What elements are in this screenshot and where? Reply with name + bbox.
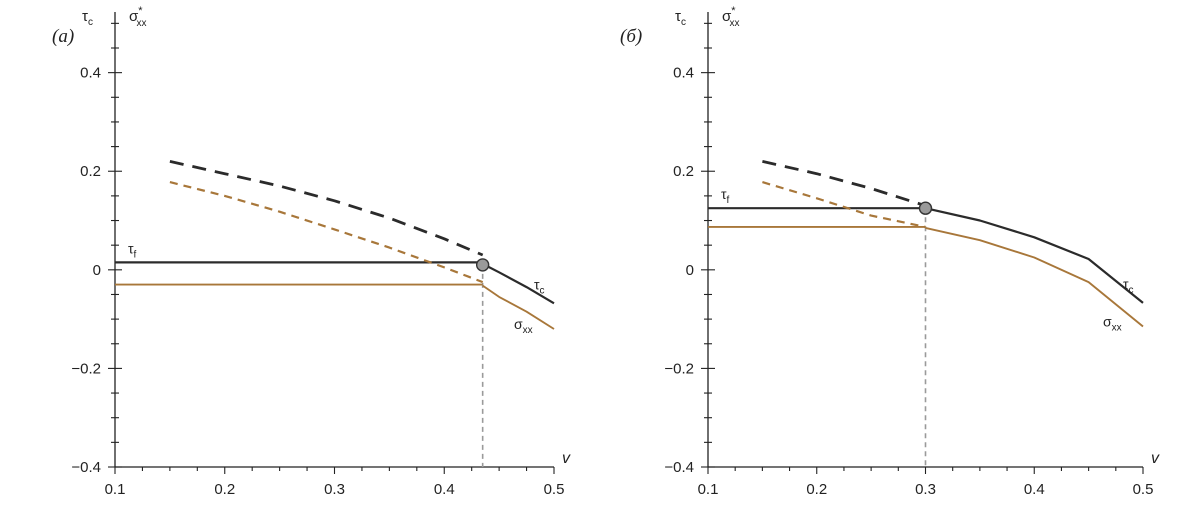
y-axis-title-sigma-sub: xx <box>137 18 147 29</box>
series-tau-dash <box>762 160 926 208</box>
x-tick-label: 0.5 <box>1133 481 1154 498</box>
y-axis-title-sigma: σ* xx <box>129 5 147 29</box>
x-axis-title: v <box>562 450 571 467</box>
x-tick-label: 0.4 <box>434 481 455 498</box>
label-sigma-xx-main: σ <box>514 316 523 332</box>
label-sigma-xx: σxx <box>514 316 533 336</box>
x-tick-label: 0.3 <box>915 481 936 498</box>
series-sigma-dash <box>169 181 484 284</box>
label-tau-c: τc <box>534 276 545 296</box>
panel-label: (a) <box>52 26 74 47</box>
series-tau-c <box>482 262 555 305</box>
panel-a: (a)τc σ* xx−0.4−0.200.20.40.1 0.2 0.3 0.4 0.5v… <box>52 5 571 498</box>
y-tick-label: 0.4 <box>673 65 694 82</box>
y-axis-title-tau-main: τ <box>675 8 681 25</box>
series-sigma-xx <box>482 284 555 330</box>
series-tau-dash <box>169 160 484 257</box>
label-tau-c-main: τ <box>1123 276 1129 292</box>
x-tick-label: 0.1 <box>105 481 126 498</box>
x-tick-label: 0.1 <box>698 481 719 498</box>
label-sigma-xx-sub: xx <box>1112 323 1122 334</box>
label-tau-c-sub: c <box>540 285 545 296</box>
panel-b: (б)τc σ* xx−0.4−0.200.20.40.1 0.2 0.3 0.4 0.5v… <box>620 5 1160 498</box>
label-tau-c-sub: c <box>1129 285 1134 296</box>
label-tau-f-main: τ <box>721 186 727 202</box>
y-tick-label: −0.4 <box>664 459 694 476</box>
y-tick-label: 0 <box>93 262 101 279</box>
y-tick-label: −0.2 <box>71 360 101 377</box>
x-tick-label: 0.3 <box>324 481 345 498</box>
y-axis-title-sigma-sub: xx <box>730 18 740 29</box>
label-sigma-xx-sub: xx <box>523 325 533 336</box>
label-sigma-xx-main: σ <box>1103 314 1112 330</box>
y-tick-label: 0 <box>686 262 694 279</box>
x-tick-label: 0.2 <box>214 481 235 498</box>
y-tick-label: −0.4 <box>71 459 101 476</box>
x-axis-title: v <box>1151 450 1160 467</box>
label-sigma-xx: σxx <box>1103 314 1122 334</box>
label-tau-f: τf <box>721 186 730 206</box>
x-tick-label: 0.2 <box>806 481 827 498</box>
panel-label: (б) <box>620 26 642 47</box>
label-tau-c-main: τ <box>534 276 540 292</box>
y-tick-label: 0.2 <box>80 163 101 180</box>
y-axis-title-tau: τc <box>82 8 93 28</box>
y-axis-title-tau-sub: c <box>88 17 93 28</box>
series-tau-c <box>925 207 1144 304</box>
y-tick-label: −0.2 <box>664 360 694 377</box>
label-tau-c: τc <box>1123 276 1134 296</box>
label-tau-f-sub: f <box>134 249 137 260</box>
y-axis-title-sigma-main: σ <box>129 8 139 25</box>
series-sigma-xx <box>925 226 1144 328</box>
y-axis-title-sigma-sup: * <box>731 5 736 17</box>
critical-point-marker <box>475 258 490 272</box>
y-tick-label: 0.4 <box>80 65 101 82</box>
x-tick-label: 0.4 <box>1024 481 1045 498</box>
y-axis-title-tau-main: τ <box>82 8 88 25</box>
series-sigma-dash <box>762 181 926 228</box>
x-tick-label: 0.5 <box>544 481 565 498</box>
critical-point-marker <box>918 201 933 215</box>
y-axis-title-tau: τc <box>675 8 686 28</box>
y-axis-title-sigma: σ* xx <box>722 5 740 29</box>
y-axis-title-sigma-main: σ <box>722 8 732 25</box>
label-tau-f: τf <box>128 240 137 260</box>
y-tick-label: 0.2 <box>673 163 694 180</box>
label-tau-f-sub: f <box>727 195 730 206</box>
label-tau-f-main: τ <box>128 240 134 256</box>
y-axis-title-tau-sub: c <box>681 17 686 28</box>
y-axis-title-sigma-sup: * <box>138 5 143 17</box>
